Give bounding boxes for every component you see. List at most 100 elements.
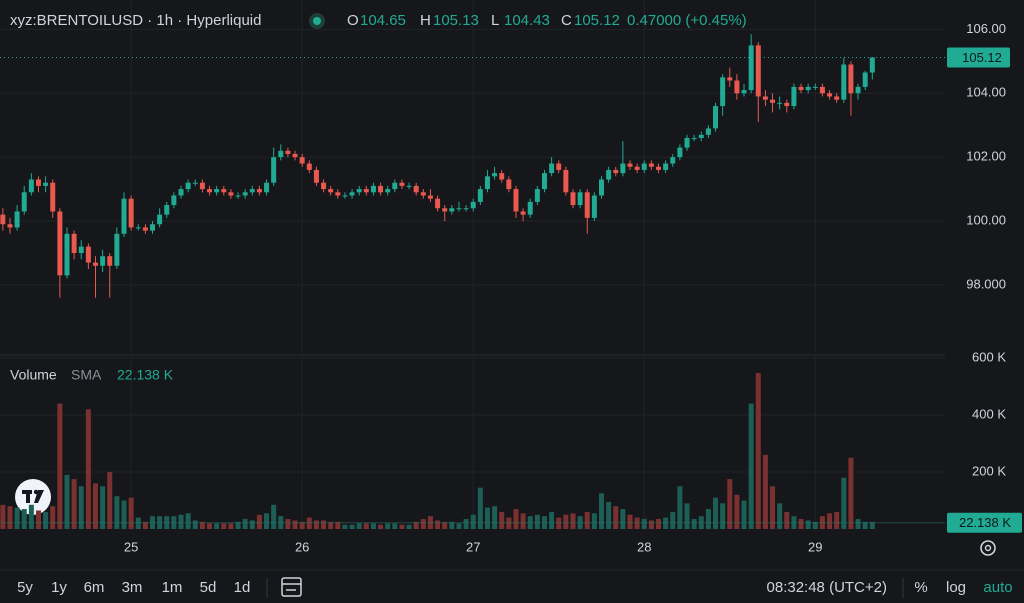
candle-body xyxy=(549,163,555,174)
candle-body xyxy=(85,246,91,263)
volume-bar xyxy=(349,524,355,529)
candle-body xyxy=(335,192,341,196)
candle-body xyxy=(613,169,619,174)
header: xyz:BRENTOILUSD · 1h · Hyperliquid O 104.… xyxy=(10,12,747,29)
candle-body xyxy=(78,246,84,253)
volume-bar xyxy=(57,403,63,529)
candle-body xyxy=(606,169,612,180)
candle-body xyxy=(513,189,519,212)
range-button[interactable]: 5d xyxy=(200,579,217,596)
percent-toggle[interactable]: % xyxy=(914,579,927,596)
volume-bar xyxy=(848,457,854,529)
volume-bar xyxy=(406,524,412,529)
candle-body xyxy=(563,169,569,193)
range-button[interactable]: 6m xyxy=(84,579,105,596)
volume-bar xyxy=(677,486,683,529)
ohlc-value: 104.43 xyxy=(504,12,550,29)
volume-bar xyxy=(299,521,305,529)
x-tick-label: 26 xyxy=(295,539,309,554)
volume-bar xyxy=(691,519,697,529)
ohlc-value: 105.12 xyxy=(574,12,620,29)
volume-bar xyxy=(249,520,255,529)
volume-bar xyxy=(306,517,312,529)
candle-body xyxy=(684,137,690,148)
candle-body xyxy=(378,185,384,193)
candle-body xyxy=(456,208,462,210)
candle-body xyxy=(484,176,490,190)
volume-tick-label: 200 K xyxy=(972,463,1006,478)
volume-bar xyxy=(235,521,241,529)
range-button[interactable]: 3m xyxy=(122,579,143,596)
volume-bar xyxy=(192,520,198,529)
y-tick-label: 98.000 xyxy=(966,276,1006,291)
range-button[interactable]: 1m xyxy=(162,579,183,596)
candle-body xyxy=(641,163,647,170)
volume-bar xyxy=(228,523,234,529)
volume-bar xyxy=(335,521,341,529)
candle-body xyxy=(7,224,13,228)
candle-body xyxy=(527,201,533,215)
auto-toggle[interactable]: auto xyxy=(983,579,1012,596)
x-tick-label: 29 xyxy=(808,539,822,554)
candle-body xyxy=(720,77,726,107)
range-button[interactable]: 1y xyxy=(51,579,67,596)
candle-body xyxy=(271,157,277,183)
volume-tick-label: 400 K xyxy=(972,406,1006,421)
candle-body xyxy=(834,96,840,100)
gear-center[interactable] xyxy=(984,544,992,552)
calendar[interactable] xyxy=(281,577,302,597)
volume-bar xyxy=(135,517,141,529)
candle-body xyxy=(392,182,398,190)
volume-bar xyxy=(35,510,41,529)
volume-bar xyxy=(784,511,790,529)
candle-body xyxy=(71,233,77,253)
candle-body xyxy=(278,150,284,158)
candle-body xyxy=(157,214,163,225)
x-tick-label: 28 xyxy=(637,539,651,554)
volume-bar xyxy=(71,479,77,529)
range-button[interactable]: 5y xyxy=(17,579,33,596)
gear[interactable] xyxy=(980,540,996,556)
clock: 08:32:48 (UTC+2) xyxy=(767,579,887,596)
candle-body xyxy=(541,173,547,190)
x-tick-label: 27 xyxy=(466,539,480,554)
candle-body xyxy=(827,93,833,97)
range-button[interactable]: 1d xyxy=(234,579,251,596)
volume-bar xyxy=(492,506,498,529)
volume-bar xyxy=(28,504,34,529)
candle-body xyxy=(150,224,156,231)
volume-sma-tag xyxy=(947,512,1022,533)
volume-bar xyxy=(656,519,662,529)
volume-sma-value: 22.138 K xyxy=(117,367,174,383)
volume-bar xyxy=(720,503,726,529)
status-dot-core xyxy=(313,17,321,25)
volume-bar xyxy=(363,523,369,529)
settings-icon[interactable] xyxy=(980,540,996,556)
candle-body xyxy=(363,189,369,193)
candle-body xyxy=(356,189,362,193)
candle-body xyxy=(299,157,305,164)
candle-body xyxy=(841,64,847,100)
candle-body xyxy=(199,182,205,190)
candle-body xyxy=(620,163,626,174)
volume-bar xyxy=(50,506,56,529)
candle-body xyxy=(777,102,783,104)
x-tick-label: 25 xyxy=(124,539,138,554)
candle-body xyxy=(28,179,34,193)
volume-bar xyxy=(185,513,191,529)
volume-bar xyxy=(93,483,98,529)
volume-bar xyxy=(342,524,348,529)
date-range-icon[interactable] xyxy=(281,577,302,597)
candle-body xyxy=(121,198,127,234)
volume-bar xyxy=(78,486,84,529)
candle-body xyxy=(556,163,562,170)
candle-body xyxy=(328,189,334,193)
candle-body xyxy=(591,195,597,218)
candle-body xyxy=(727,77,733,81)
candle-body xyxy=(342,195,348,197)
candle-body xyxy=(755,45,761,97)
candle-body xyxy=(584,192,590,218)
log-toggle[interactable]: log xyxy=(946,579,966,596)
candle-body xyxy=(370,185,376,193)
candle-body xyxy=(862,72,868,87)
